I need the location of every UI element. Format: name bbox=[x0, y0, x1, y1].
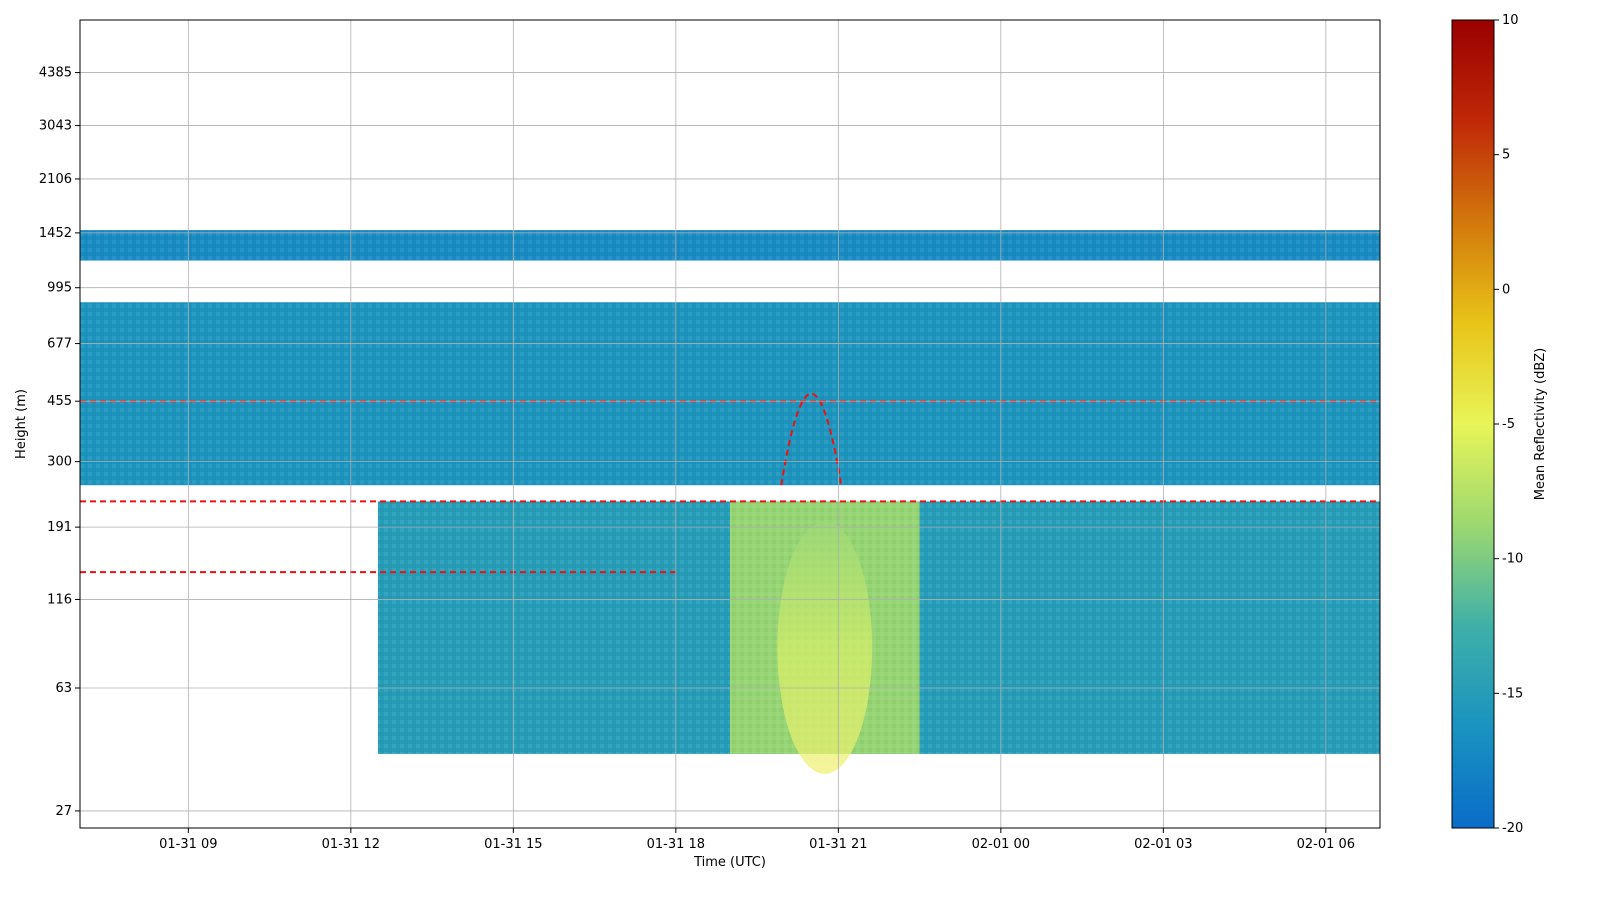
grid-lines bbox=[80, 20, 1380, 828]
colorbar: -20 -15 -10 -5 0 5 10 Mean Reflectivity (dBZ) bbox=[1451, 13, 1548, 836]
y-tick-label: 677 bbox=[47, 337, 72, 352]
y-axis: 27 63 116 191 300 455 677 995 1452 2106 3043 4385 bbox=[39, 66, 80, 819]
y-tick-label: 27 bbox=[55, 804, 72, 819]
colorbar-tick-label: 5 bbox=[1502, 148, 1510, 163]
y-tick-label: 63 bbox=[55, 681, 72, 696]
y-tick-label: 116 bbox=[47, 592, 72, 607]
colorbar-tick-label: -5 bbox=[1502, 417, 1515, 432]
colorbar-tick-label: -15 bbox=[1502, 686, 1523, 701]
x-tick-label: 02-01 00 bbox=[972, 837, 1030, 852]
x-tick-label: 01-31 12 bbox=[322, 837, 380, 852]
y-tick-label: 995 bbox=[47, 281, 72, 296]
y-tick-label: 300 bbox=[47, 455, 72, 470]
colorbar-tick-label: -20 bbox=[1502, 821, 1523, 836]
y-axis-label: Height (m) bbox=[14, 389, 29, 459]
x-tick-label: 01-31 21 bbox=[809, 837, 867, 852]
colorbar-label: Mean Reflectivity (dBZ) bbox=[1533, 348, 1548, 501]
x-tick-label: 01-31 18 bbox=[647, 837, 705, 852]
x-tick-label: 01-31 15 bbox=[484, 837, 542, 852]
x-tick-label: 02-01 03 bbox=[1134, 837, 1192, 852]
plot-area bbox=[79, 19, 1381, 829]
colorbar-tick-label: 0 bbox=[1502, 282, 1510, 297]
y-tick-label: 1452 bbox=[39, 226, 72, 241]
y-tick-label: 455 bbox=[47, 394, 72, 409]
x-axis-label: Time (UTC) bbox=[693, 855, 766, 870]
y-tick-label: 2106 bbox=[39, 172, 72, 187]
colorbar-ticks: -20 -15 -10 -5 0 5 10 bbox=[1494, 13, 1523, 836]
colorbar-gradient bbox=[1451, 19, 1495, 829]
reflectivity-texture bbox=[80, 230, 1380, 261]
contour-line bbox=[780, 393, 843, 486]
reflectivity-core bbox=[777, 521, 873, 774]
y-tick-label: 3043 bbox=[39, 119, 72, 134]
y-tick-label: 4385 bbox=[39, 66, 72, 81]
x-tick-label: 02-01 06 bbox=[1297, 837, 1355, 852]
colorbar-tick-label: 10 bbox=[1502, 13, 1519, 28]
x-axis: 01-31 09 01-31 12 01-31 15 01-31 18 01-31 21… bbox=[159, 828, 1355, 852]
colorbar-tick-label: -10 bbox=[1502, 552, 1523, 567]
x-tick-label: 01-31 09 bbox=[159, 837, 217, 852]
plot-frame bbox=[79, 19, 1381, 829]
y-tick-label: 191 bbox=[47, 520, 72, 535]
reflectivity-texture bbox=[80, 302, 1380, 486]
